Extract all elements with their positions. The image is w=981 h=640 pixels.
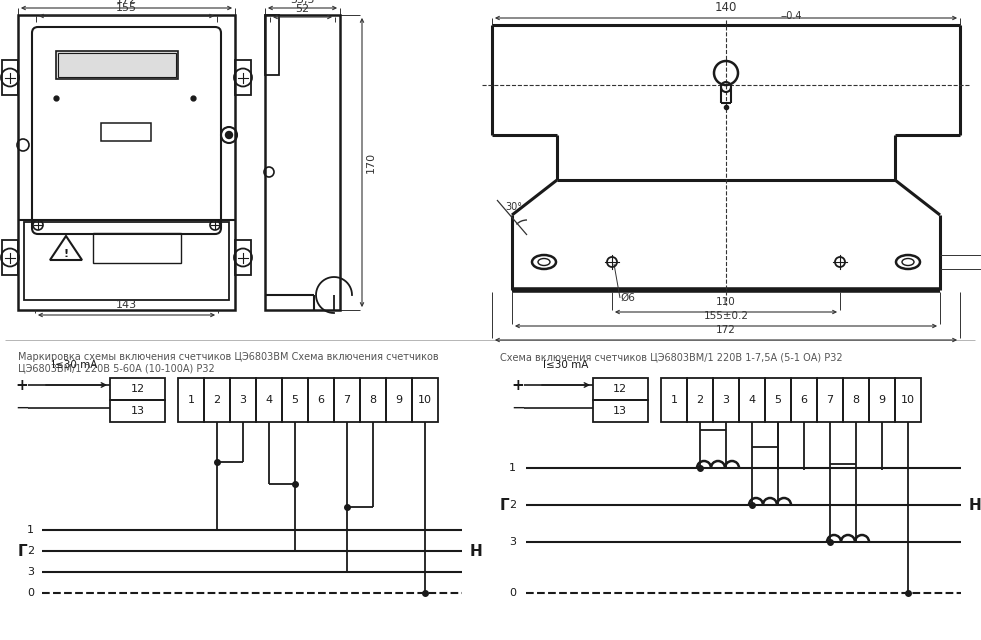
- Text: Г: Г: [18, 543, 26, 559]
- Text: Н: Н: [969, 497, 981, 513]
- Text: 9: 9: [395, 395, 402, 405]
- Bar: [56, 51, 178, 79]
- Text: 0: 0: [509, 588, 516, 598]
- Text: 1: 1: [27, 525, 34, 535]
- Text: 110: 110: [716, 297, 736, 307]
- Bar: [360, 378, 386, 422]
- Bar: [256, 378, 282, 422]
- Bar: [661, 378, 687, 422]
- Bar: [843, 378, 869, 422]
- Text: 0: 0: [27, 588, 34, 598]
- Bar: [282, 378, 308, 422]
- Bar: [58, 53, 176, 77]
- Text: Ø6: Ø6: [620, 293, 635, 303]
- Text: 4: 4: [266, 395, 273, 405]
- Text: 9: 9: [878, 395, 886, 405]
- Text: 12: 12: [613, 384, 627, 394]
- Bar: [817, 378, 843, 422]
- Bar: [687, 378, 713, 422]
- Bar: [791, 378, 817, 422]
- Text: 170: 170: [366, 152, 376, 173]
- Bar: [593, 378, 648, 400]
- Text: 2: 2: [26, 546, 34, 556]
- Bar: [265, 15, 340, 310]
- Bar: [93, 233, 181, 263]
- Text: 3: 3: [509, 537, 516, 547]
- Text: 30°: 30°: [505, 202, 522, 212]
- Text: 155: 155: [116, 3, 137, 13]
- Text: 172: 172: [116, 0, 137, 5]
- Text: 52: 52: [295, 4, 310, 14]
- Text: 2: 2: [697, 395, 703, 405]
- Text: Схема включения счетчиков ЦЭ6803ВМ/1 220В 1-7,5А (5-1 ОА) Р32: Схема включения счетчиков ЦЭ6803ВМ/1 220…: [500, 352, 843, 362]
- Text: 140: 140: [715, 1, 737, 14]
- Text: 2: 2: [214, 395, 221, 405]
- Text: 2: 2: [509, 500, 516, 510]
- Text: 172: 172: [716, 325, 736, 335]
- Bar: [308, 378, 334, 422]
- Bar: [2, 240, 18, 275]
- Bar: [765, 378, 791, 422]
- Text: 55,5: 55,5: [290, 0, 315, 5]
- Text: 1: 1: [670, 395, 678, 405]
- Text: +: +: [16, 378, 28, 392]
- Text: 13: 13: [130, 406, 144, 416]
- Text: Н: Н: [470, 543, 483, 559]
- Circle shape: [226, 131, 232, 138]
- Bar: [178, 378, 204, 422]
- Text: 5: 5: [775, 395, 782, 405]
- Text: !: !: [64, 249, 69, 259]
- Text: +: +: [512, 378, 525, 392]
- Text: 6: 6: [800, 395, 807, 405]
- Bar: [24, 222, 229, 300]
- Bar: [101, 123, 151, 141]
- Bar: [230, 378, 256, 422]
- Bar: [204, 378, 230, 422]
- Bar: [265, 15, 279, 75]
- Text: 8: 8: [852, 395, 859, 405]
- Text: 8: 8: [370, 395, 377, 405]
- Text: 6: 6: [318, 395, 325, 405]
- Bar: [412, 378, 438, 422]
- Text: 143: 143: [116, 300, 137, 310]
- Bar: [235, 60, 251, 95]
- Text: 13: 13: [613, 406, 627, 416]
- Bar: [18, 15, 235, 310]
- Text: −: −: [15, 399, 28, 417]
- Text: 5: 5: [291, 395, 298, 405]
- Bar: [713, 378, 739, 422]
- Text: ‒0.4: ‒0.4: [781, 11, 802, 21]
- Text: I≤30 mA: I≤30 mA: [52, 360, 98, 370]
- Text: ЦЭ6803ВМ/1 220В 5-60А (10-100А) Р32: ЦЭ6803ВМ/1 220В 5-60А (10-100А) Р32: [18, 363, 215, 373]
- Bar: [334, 378, 360, 422]
- Text: Г: Г: [499, 497, 509, 513]
- Bar: [869, 378, 895, 422]
- Text: 10: 10: [901, 395, 915, 405]
- Text: 3: 3: [722, 395, 730, 405]
- Text: −: −: [511, 399, 525, 417]
- Bar: [895, 378, 921, 422]
- Bar: [110, 378, 165, 400]
- Text: 3: 3: [239, 395, 246, 405]
- Bar: [2, 60, 18, 95]
- Text: 7: 7: [826, 395, 834, 405]
- Text: 10: 10: [418, 395, 432, 405]
- Bar: [110, 400, 165, 422]
- Text: 7: 7: [343, 395, 350, 405]
- Bar: [235, 240, 251, 275]
- Text: 1: 1: [509, 463, 516, 473]
- Text: 12: 12: [130, 384, 144, 394]
- Bar: [386, 378, 412, 422]
- Text: 4: 4: [749, 395, 755, 405]
- Text: 3: 3: [27, 567, 34, 577]
- Text: 1: 1: [187, 395, 194, 405]
- Text: Маркировка схемы включения счетчиков ЦЭ6803ВМ Схема включения счетчиков: Маркировка схемы включения счетчиков ЦЭ6…: [18, 352, 439, 362]
- Bar: [739, 378, 765, 422]
- Bar: [593, 400, 648, 422]
- Text: I≤30 mA: I≤30 mA: [543, 360, 589, 370]
- Text: 155±0.2: 155±0.2: [703, 311, 749, 321]
